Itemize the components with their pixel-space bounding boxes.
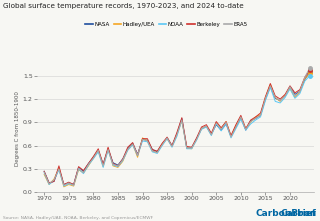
NASA [283, 95, 287, 97]
NOAA [308, 74, 312, 77]
NOAA [111, 164, 115, 166]
ERA5 [303, 76, 307, 79]
NASA [308, 70, 312, 73]
NOAA [62, 185, 66, 187]
Line: NOAA: NOAA [44, 76, 310, 186]
Hadley/UEA [308, 72, 312, 75]
Legend: NASA, Hadley/UEA, NOAA, Berkeley, ERA5: NASA, Hadley/UEA, NOAA, Berkeley, ERA5 [85, 22, 247, 27]
ERA5 [77, 167, 81, 170]
Text: CarbonBrief: CarbonBrief [256, 209, 317, 218]
NOAA [283, 96, 287, 99]
NOAA [42, 171, 46, 174]
Line: Berkeley: Berkeley [44, 70, 310, 185]
Berkeley [146, 137, 149, 140]
NOAA [146, 141, 149, 143]
Hadley/UEA [111, 164, 115, 167]
ERA5 [146, 140, 149, 142]
Berkeley [42, 170, 46, 173]
Line: Hadley/UEA: Hadley/UEA [44, 73, 310, 187]
Line: ERA5: ERA5 [44, 68, 310, 185]
Berkeley [77, 165, 81, 168]
ERA5 [42, 171, 46, 173]
Berkeley [283, 93, 287, 96]
NASA [77, 166, 81, 169]
NASA [96, 149, 100, 152]
Line: NASA: NASA [44, 72, 310, 185]
NASA [303, 78, 307, 81]
NASA [62, 183, 66, 186]
NOAA [96, 151, 100, 153]
Hadley/UEA [42, 173, 46, 176]
Hadley/UEA [62, 185, 66, 188]
Text: Source: NASA, Hadley/UAE, NOAA, Berkeley, and Copernicus/ECMWF: Source: NASA, Hadley/UAE, NOAA, Berkeley… [3, 216, 153, 220]
Text: Global surface temperature records, 1970-2023, and 2024 to-date: Global surface temperature records, 1970… [3, 3, 244, 9]
Y-axis label: Degrees C from 1850-1900: Degrees C from 1850-1900 [15, 91, 20, 166]
ERA5 [96, 149, 100, 152]
NASA [42, 170, 46, 173]
Berkeley [111, 162, 115, 165]
Berkeley [308, 69, 312, 72]
Hadley/UEA [146, 140, 149, 142]
ERA5 [111, 163, 115, 166]
Berkeley [62, 183, 66, 186]
NOAA [303, 80, 307, 82]
Hadley/UEA [77, 168, 81, 171]
Hadley/UEA [283, 94, 287, 97]
ERA5 [283, 95, 287, 97]
Berkeley [303, 76, 307, 79]
Text: Carbon: Carbon [281, 209, 317, 218]
ERA5 [308, 67, 312, 69]
NASA [111, 161, 115, 164]
NOAA [77, 168, 81, 170]
Hadley/UEA [303, 78, 307, 80]
NASA [146, 139, 149, 141]
ERA5 [62, 184, 66, 187]
Berkeley [96, 147, 100, 150]
Hadley/UEA [96, 149, 100, 152]
